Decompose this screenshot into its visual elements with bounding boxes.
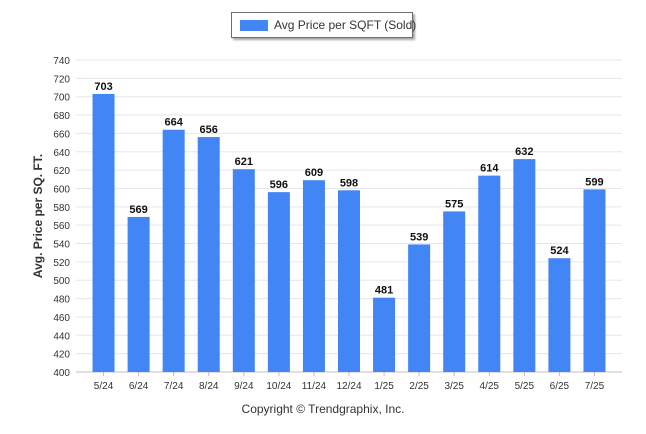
bar-4/25 xyxy=(478,175,501,372)
y-tick-label: 460 xyxy=(53,313,70,324)
y-tick-label: 520 xyxy=(53,258,70,269)
data-label: 575 xyxy=(445,198,463,210)
data-labels: 703 569 664 656 621 596 609 598 481 539 575 614 632 5… xyxy=(94,81,603,297)
bar-7/24 xyxy=(162,129,185,372)
data-label: 598 xyxy=(340,177,358,189)
y-tick-label: 420 xyxy=(53,350,70,361)
x-tick-label: 5/25 xyxy=(515,381,535,392)
data-label: 664 xyxy=(164,117,183,129)
data-label: 481 xyxy=(375,285,393,297)
x-tick-label: 11/24 xyxy=(302,381,327,392)
bar-11/24 xyxy=(302,180,325,372)
y-tick-label: 580 xyxy=(53,203,70,214)
y-tick-label: 720 xyxy=(53,74,70,85)
y-tick-label: 500 xyxy=(53,276,70,287)
legend: Avg Price per SQFT (Sold) xyxy=(231,12,417,38)
x-tick-label: 6/24 xyxy=(129,381,149,392)
y-tick-label: 440 xyxy=(53,331,70,342)
bar-3/25 xyxy=(443,211,466,372)
y-tick-label: 640 xyxy=(53,148,70,159)
y-axis-ticks: 400 420 440 460 480 500 520 540 560 580 600 620 640 6… xyxy=(53,56,70,379)
y-tick-label: 660 xyxy=(53,129,70,140)
x-tick-label: 7/25 xyxy=(585,381,605,392)
data-label: 703 xyxy=(94,81,112,93)
x-tick-label: 7/24 xyxy=(164,381,184,392)
y-axis-title: Avg. Price per SQ. FT. xyxy=(31,154,45,278)
y-tick-label: 480 xyxy=(53,295,70,306)
data-label: 621 xyxy=(235,156,253,168)
data-label: 596 xyxy=(270,179,288,191)
bars xyxy=(92,93,606,372)
bar-6/24 xyxy=(127,216,150,372)
bar-5/24 xyxy=(92,93,115,372)
x-tick-label: 2/25 xyxy=(409,381,429,392)
x-tick-label: 8/24 xyxy=(199,381,219,392)
data-label: 609 xyxy=(305,167,323,179)
x-tick-label: 1/25 xyxy=(374,381,394,392)
legend-swatch xyxy=(240,20,268,31)
bar-1/25 xyxy=(373,297,396,372)
bar-8/24 xyxy=(197,137,220,372)
x-tick-label: 9/24 xyxy=(234,381,254,392)
bar-2/25 xyxy=(408,244,431,372)
bar-6/25 xyxy=(548,258,571,372)
data-label: 524 xyxy=(550,245,569,257)
y-tick-label: 680 xyxy=(53,111,70,122)
bar-9/24 xyxy=(232,169,255,372)
bar-10/24 xyxy=(267,192,290,372)
y-tick-label: 620 xyxy=(53,166,70,177)
x-tick-label: 5/24 xyxy=(94,381,114,392)
data-label: 656 xyxy=(200,124,218,136)
y-tick-label: 740 xyxy=(53,56,70,67)
bar-12/24 xyxy=(338,190,360,372)
x-tick-label: 6/25 xyxy=(550,381,570,392)
y-tick-label: 540 xyxy=(53,240,70,251)
data-label: 632 xyxy=(515,146,533,158)
x-tick-label: 3/25 xyxy=(444,381,464,392)
data-label: 599 xyxy=(585,176,603,188)
x-axis-ticks: 5/24 6/24 7/24 8/24 9/24 10/24 11/24 12/24 1/25 2… xyxy=(94,372,605,392)
copyright-text: Copyright © Trendgraphix, Inc. xyxy=(241,402,405,416)
y-tick-label: 400 xyxy=(53,368,70,379)
data-label: 614 xyxy=(480,163,499,175)
x-tick-label: 10/24 xyxy=(266,381,291,392)
legend-label: Avg Price per SQFT (Sold) xyxy=(274,18,417,32)
y-tick-label: 600 xyxy=(53,184,70,195)
y-tick-label: 560 xyxy=(53,221,70,232)
bar-5/25 xyxy=(513,159,536,372)
x-tick-label: 12/24 xyxy=(336,381,361,392)
y-tick-label: 700 xyxy=(53,93,70,104)
x-tick-label: 4/25 xyxy=(480,381,500,392)
bar-7/25 xyxy=(583,189,606,372)
data-label: 539 xyxy=(410,231,428,243)
data-label: 569 xyxy=(129,204,147,216)
